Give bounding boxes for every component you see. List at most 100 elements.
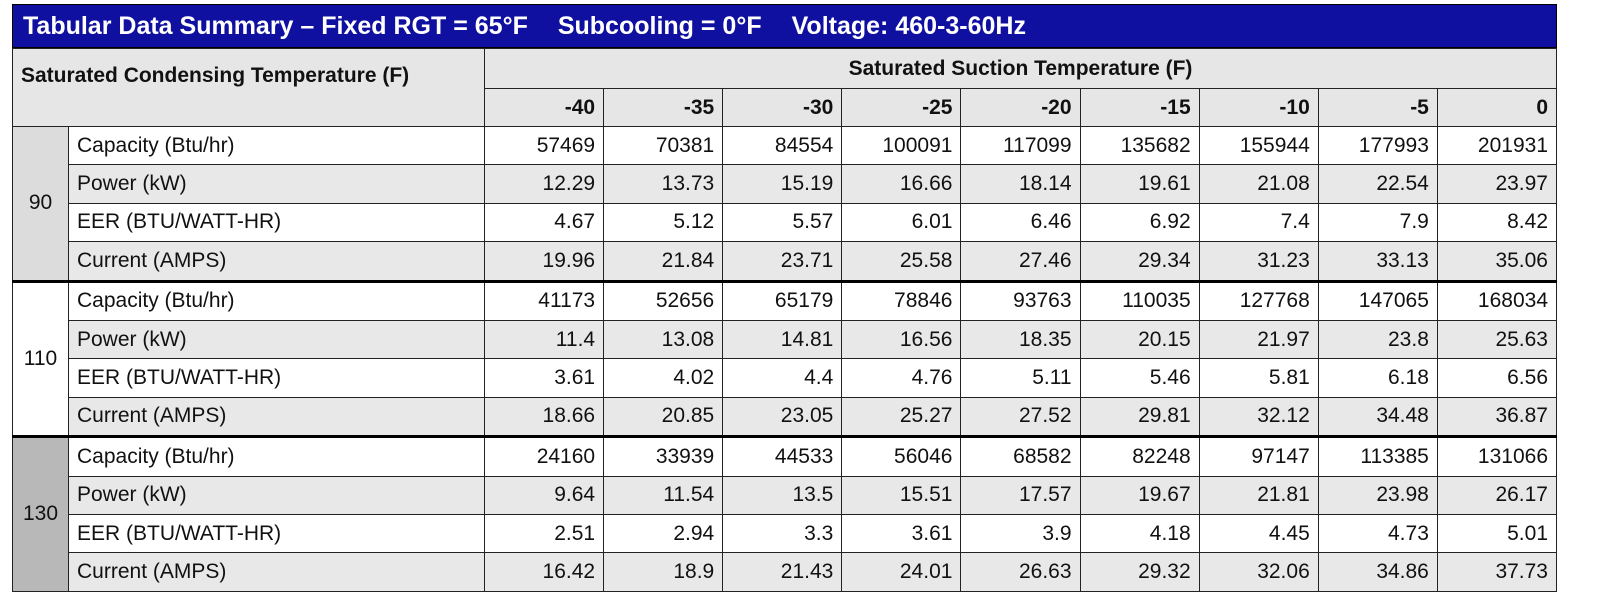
value-cell: 29.32	[1079, 552, 1200, 592]
row-label: Power (kW)	[68, 475, 485, 515]
value-cell: 29.34	[1079, 241, 1200, 282]
value-cell: 21.84	[603, 241, 724, 282]
column-row: -40 -35 -30 -25 -20 -15 -10 -5 0	[13, 88, 1558, 127]
value-cell: 5.46	[1079, 358, 1200, 398]
value-cell: 113385	[1317, 435, 1438, 477]
row-label: EER (BTU/WATT-HR)	[68, 358, 485, 398]
data-row: 130 Capacity (Btu/hr) 24160 33939 44533 56046…	[12, 435, 1558, 592]
value-cell: 20.85	[603, 396, 724, 438]
value-cell: 5.01	[1436, 513, 1558, 554]
value-cell: 22.54	[1317, 164, 1438, 204]
data-row: 110 Capacity (Btu/hr) 41173 52656 65179 78846…	[12, 279, 1558, 438]
value-cell: 127768	[1198, 279, 1319, 321]
value-cell: 21.43	[722, 552, 843, 592]
value-cell: 24160	[483, 435, 605, 477]
value-cell: 25.27	[841, 396, 962, 438]
row-label: Current (AMPS)	[68, 552, 485, 592]
row-label: Capacity (Btu/hr)	[68, 435, 485, 477]
title-part: Subcooling = 0°F	[557, 12, 762, 40]
value-cell: 21.97	[1198, 319, 1319, 360]
group-label: 90	[12, 126, 69, 282]
value-cell: 15.19	[722, 164, 843, 204]
value-cell: 18.66	[483, 396, 605, 438]
data-row: EER (BTU/WATT-HR) 3.61 4.02 4.4 4.76 5.11 5.46…	[13, 358, 1558, 398]
value-cell: 2.94	[603, 513, 724, 554]
column-label: 0	[1436, 88, 1558, 127]
value-cell: 13.08	[603, 319, 724, 360]
value-cell: 6.46	[960, 202, 1081, 243]
value-cell: 6.01	[841, 202, 962, 243]
data-row: Power (kW) 9.64 11.54 13.5 15.51 17.57 19.67 21…	[13, 475, 1558, 515]
value-cell: 33939	[603, 435, 724, 477]
value-cell: 100091	[841, 125, 962, 166]
value-cell: 44533	[722, 435, 843, 477]
value-cell: 168034	[1436, 279, 1558, 321]
data-row: Current (AMPS) 16.42 18.9 21.43 24.01 26.63 29…	[13, 552, 1558, 592]
value-cell: 36.87	[1436, 396, 1558, 438]
value-cell: 18.9	[603, 552, 724, 592]
row-label: EER (BTU/WATT-HR)	[68, 513, 485, 554]
value-cell: 32.06	[1198, 552, 1319, 592]
value-cell: 13.5	[722, 475, 843, 515]
value-cell: 37.73	[1436, 552, 1558, 592]
value-cell: 32.12	[1198, 396, 1319, 438]
data-row: Current (AMPS) 18.66 20.85 23.05 25.27 27.52 2…	[13, 396, 1558, 438]
data-row: Current (AMPS) 19.96 21.84 23.71 25.58 27.46 2…	[13, 241, 1558, 282]
value-cell: 4.18	[1079, 513, 1200, 554]
value-cell: 4.02	[603, 358, 724, 398]
column-label: -30	[722, 88, 843, 127]
row-label: EER (BTU/WATT-HR)	[68, 202, 485, 243]
value-cell: 155944	[1198, 125, 1319, 166]
value-cell: 25.58	[841, 241, 962, 282]
column-label: -40	[483, 88, 605, 127]
row-label: Power (kW)	[68, 319, 485, 360]
value-cell: 4.73	[1317, 513, 1438, 554]
summary-table-panel: Tabular Data Summary – Fixed RGT = 65°F S…	[12, 4, 1558, 592]
value-cell: 29.81	[1079, 396, 1200, 438]
value-cell: 4.67	[483, 202, 605, 243]
row-label: Current (AMPS)	[68, 396, 485, 438]
value-cell: 35.06	[1436, 241, 1558, 282]
value-cell: 26.17	[1436, 475, 1558, 515]
row-header: Saturated Condensing Temperature (F)	[12, 48, 485, 127]
value-cell: 4.76	[841, 358, 962, 398]
group-label: 130	[12, 435, 69, 592]
value-cell: 16.56	[841, 319, 962, 360]
value-cell: 23.71	[722, 241, 843, 282]
value-cell: 19.67	[1079, 475, 1200, 515]
value-cell: 110035	[1079, 279, 1200, 321]
value-cell: 5.12	[603, 202, 724, 243]
value-cell: 33.13	[1317, 241, 1438, 282]
value-cell: 18.35	[960, 319, 1081, 360]
column-label: -35	[603, 88, 724, 127]
title-part: Voltage: 460-3-60Hz	[791, 12, 1026, 40]
value-cell: 84554	[722, 125, 843, 166]
value-cell: 19.96	[483, 241, 605, 282]
value-cell: 7.9	[1317, 202, 1438, 243]
data-row: EER (BTU/WATT-HR) 4.67 5.12 5.57 6.01 6.46 6.9…	[13, 202, 1558, 243]
value-cell: 17.57	[960, 475, 1081, 515]
value-cell: 147065	[1317, 279, 1438, 321]
value-cell: 8.42	[1436, 202, 1558, 243]
value-cell: 78846	[841, 279, 962, 321]
value-cell: 26.63	[960, 552, 1081, 592]
table-body: 90 Capacity (Btu/hr) 57469 70381 84554 100091…	[12, 125, 1558, 592]
value-cell: 70381	[603, 125, 724, 166]
column-label: -5	[1317, 88, 1438, 127]
value-cell: 177993	[1317, 125, 1438, 166]
group-label: 110	[12, 279, 69, 438]
value-cell: 41173	[483, 279, 605, 321]
data-row: Power (kW) 11.4 13.08 14.81 16.56 18.35 20.15 2…	[13, 319, 1558, 360]
value-cell: 15.51	[841, 475, 962, 515]
row-label: Capacity (Btu/hr)	[68, 279, 485, 321]
title-bar: Tabular Data Summary – Fixed RGT = 65°F S…	[12, 4, 1557, 48]
value-cell: 24.01	[841, 552, 962, 592]
value-cell: 23.8	[1317, 319, 1438, 360]
value-cell: 27.52	[960, 396, 1081, 438]
value-cell: 23.98	[1317, 475, 1438, 515]
column-label: -25	[841, 88, 962, 127]
value-cell: 3.9	[960, 513, 1081, 554]
value-cell: 68582	[960, 435, 1081, 477]
value-cell: 34.86	[1317, 552, 1438, 592]
data-row: EER (BTU/WATT-HR) 2.51 2.94 3.3 3.61 3.9 4.18 4…	[13, 513, 1558, 554]
